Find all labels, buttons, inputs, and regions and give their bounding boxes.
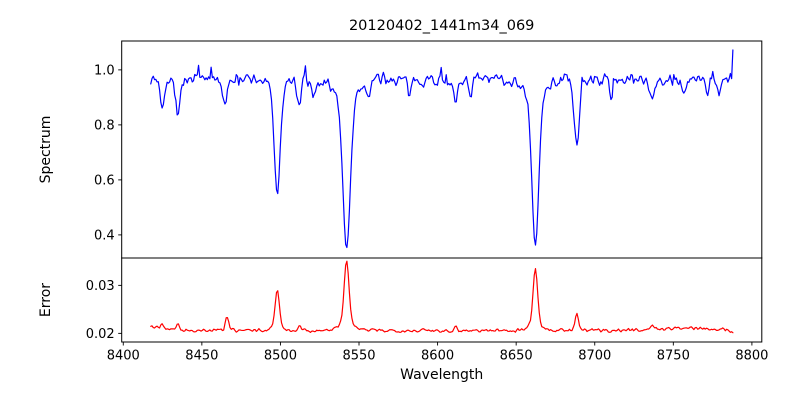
y-tick-label: 0.8: [94, 118, 115, 133]
y-tick-label: 0.6: [94, 173, 115, 188]
x-tick-label: 8550: [342, 349, 375, 364]
spectrum-line: [150, 49, 734, 249]
x-axis-label: Wavelength: [400, 367, 483, 383]
error-y-axis-label: Error: [38, 283, 54, 317]
spectrum-y-axis-label: Spectrum: [38, 116, 54, 184]
error-axes-box: [121, 257, 763, 343]
error-line: [150, 260, 734, 334]
y-tick-label: 1.0: [94, 63, 115, 78]
y-tick-label: 0.03: [86, 279, 115, 294]
chart-title: 20120402_1441m34_069: [349, 18, 534, 34]
x-tick-label: 8700: [578, 349, 611, 364]
ticks-layer: 8400 8450 8500 8550 8600 8650 8700 8750 8800 0.4 0…: [86, 63, 769, 363]
x-tick-label: 8400: [107, 349, 140, 364]
x-tick-label: 8600: [421, 349, 454, 364]
y-tick-label: 0.4: [94, 228, 115, 243]
x-tick-label: 8500: [264, 349, 297, 364]
x-tick-label: 8650: [500, 349, 533, 364]
y-tick-label: 0.02: [86, 327, 115, 342]
x-tick-label: 8750: [657, 349, 690, 364]
x-tick-label: 8450: [185, 349, 218, 364]
x-tick-label: 8800: [735, 349, 768, 364]
